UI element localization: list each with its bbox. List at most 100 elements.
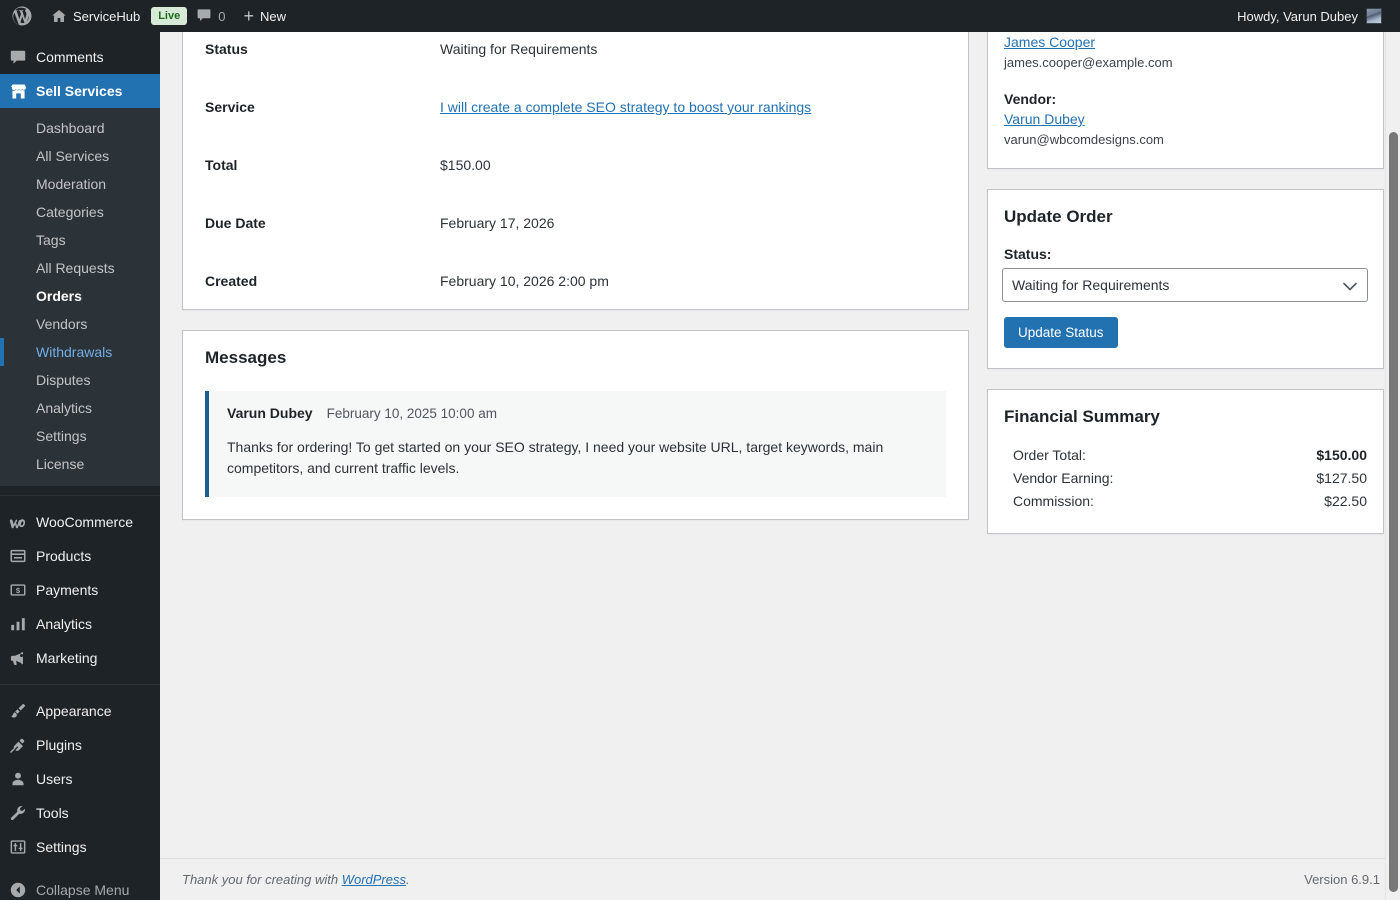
- sidebar-item-tags[interactable]: Tags: [36, 232, 66, 248]
- sidebar-item-analytics[interactable]: Analytics: [0, 607, 160, 641]
- sidebar-item-vendors[interactable]: Vendors: [36, 316, 88, 332]
- avatar: [1366, 8, 1382, 24]
- sidebar-item-moderation[interactable]: Moderation: [36, 176, 107, 192]
- admin-footer: Thank you for creating with WordPress. V…: [160, 858, 1400, 900]
- sidebar-group-woocommerce: WooCommerce Products $ Payments Analytics Mar…: [0, 505, 160, 675]
- sidebar-item-marketing[interactable]: Marketing: [0, 641, 160, 675]
- sidebar-item-sell-services[interactable]: Sell Services: [0, 74, 160, 108]
- vertical-scrollbar-thumb[interactable]: [1389, 132, 1398, 892]
- financial-row-label: Commission:: [1013, 493, 1094, 509]
- sidebar-item-all-requests[interactable]: All Requests: [36, 260, 115, 276]
- wrench-icon: [0, 804, 36, 822]
- customer-name-link[interactable]: James Cooper: [1004, 34, 1096, 50]
- sidebar-item-all-services[interactable]: All Services: [36, 148, 110, 164]
- customer-email: james.cooper@example.com: [1004, 55, 1173, 70]
- sidebar-item-label: Analytics: [36, 616, 93, 632]
- wordpress-logo-icon[interactable]: [0, 0, 42, 32]
- user-icon: [0, 770, 36, 788]
- order-detail-value: February 10, 2026 2:00 pm: [440, 273, 609, 289]
- woocommerce-icon: [0, 513, 36, 532]
- sidebar-item-label: Settings: [36, 839, 87, 855]
- site-name-menu[interactable]: ServiceHub: [42, 0, 149, 32]
- products-icon: [0, 547, 36, 565]
- status-select-wrap: Waiting for RequirementsIn ProgressDeliv…: [1002, 268, 1369, 302]
- live-badge: Live: [151, 7, 188, 25]
- message-body: Thanks for ordering! To get started on y…: [227, 439, 884, 476]
- new-content-menu[interactable]: + New: [234, 0, 295, 32]
- plus-icon: +: [243, 6, 254, 26]
- sidebar-item-settings[interactable]: Settings: [36, 428, 87, 444]
- sidebar-item-appearance[interactable]: Appearance: [0, 694, 160, 728]
- order-details-rows: Status Waiting for Requirements Service I w…: [205, 39, 946, 291]
- message-author: Varun Dubey: [227, 405, 313, 421]
- order-detail-value[interactable]: I will create a complete SEO strategy to…: [440, 97, 811, 117]
- order-detail-value: February 17, 2026: [440, 215, 555, 231]
- order-detail-value: Waiting for Requirements: [440, 41, 598, 57]
- update-status-button[interactable]: Update Status: [1004, 317, 1118, 348]
- menu-spacer: [0, 864, 160, 873]
- two-column-layout: Status Waiting for Requirements Service I w…: [182, 32, 1384, 534]
- sidebar-item-settings[interactable]: Settings: [0, 830, 160, 864]
- sidebar-item-users[interactable]: Users: [0, 762, 160, 796]
- footer-thanks-prefix: Thank you for creating with: [182, 872, 342, 887]
- sidebar-item-woocommerce[interactable]: WooCommerce: [0, 505, 160, 539]
- sidebar-item-comments[interactable]: Comments: [0, 40, 160, 74]
- payments-icon: $: [0, 581, 36, 599]
- admin-bar: ServiceHub Live 0 + New Howdy, Varun Dub…: [0, 0, 1400, 32]
- financial-rows: Order Total: $150.00 Vendor Earning: $127.5…: [1002, 444, 1369, 513]
- service-link[interactable]: I will create a complete SEO strategy to…: [440, 99, 812, 115]
- sidebar-item-disputes[interactable]: Disputes: [36, 372, 91, 388]
- vertical-scrollbar-track[interactable]: [1385, 32, 1400, 900]
- svg-text:$: $: [16, 586, 21, 595]
- financial-summary-title: Financial Summary: [1004, 407, 1160, 426]
- sidebar-item-categories[interactable]: Categories: [36, 204, 104, 220]
- sidebar-item-plugins[interactable]: Plugins: [0, 728, 160, 762]
- my-account-menu[interactable]: Howdy, Varun Dubey: [1229, 8, 1390, 24]
- order-detail-value: $150.00: [440, 157, 491, 173]
- message-header: Varun Dubey February 10, 2025 10:00 am: [227, 405, 928, 421]
- update-order-panel: Update Order Status: Waiting for Require…: [987, 189, 1384, 369]
- footer-thanks-suffix: .: [406, 872, 410, 887]
- financial-row-label: Vendor Earning:: [1013, 470, 1114, 486]
- order-detail-label: Status: [205, 41, 248, 57]
- sidebar-item-products[interactable]: Products: [0, 539, 160, 573]
- order-detail-label: Total: [205, 157, 238, 173]
- sidebar-item-license[interactable]: License: [36, 456, 85, 472]
- sidebar-item-payments[interactable]: $ Payments: [0, 573, 160, 607]
- financial-row-value: $127.50: [1316, 470, 1367, 486]
- order-detail-label: Created: [205, 273, 258, 289]
- order-detail-row: Status Waiting for Requirements: [205, 39, 946, 59]
- comments-menu[interactable]: 0: [187, 0, 234, 32]
- main-column: Status Waiting for Requirements Service I w…: [182, 32, 969, 520]
- vendor-email: varun@wbcomdesigns.com: [1004, 132, 1164, 147]
- page-icon: [0, 32, 18, 35]
- sidebar-item-label: Marketing: [36, 650, 98, 666]
- sidebar-item-analytics[interactable]: Analytics: [36, 400, 93, 416]
- sidebar-item-tools[interactable]: Tools: [0, 796, 160, 830]
- message-list: Varun Dubey February 10, 2025 10:00 am Tha…: [205, 391, 946, 497]
- content-area: Status Waiting for Requirements Service I w…: [160, 32, 1400, 900]
- order-detail-label: Due Date: [205, 215, 266, 231]
- home-icon: [51, 8, 67, 24]
- bar-chart-icon: [0, 615, 36, 633]
- message-item: Varun Dubey February 10, 2025 10:00 am Tha…: [205, 391, 946, 497]
- financial-row-label: Order Total:: [1013, 447, 1086, 463]
- message-date: February 10, 2025 10:00 am: [326, 406, 497, 421]
- messages-panel: Messages Varun Dubey February 10, 2025 10…: [182, 330, 969, 520]
- messages-title: Messages: [205, 348, 287, 367]
- status-select[interactable]: Waiting for RequirementsIn ProgressDeliv…: [1002, 268, 1368, 302]
- wordpress-link[interactable]: WordPress: [341, 872, 406, 887]
- sidebar-item-pages-clipped[interactable]: Pages: [0, 32, 160, 40]
- megaphone-icon: [0, 649, 36, 668]
- sidebar-item-orders[interactable]: Orders: [36, 288, 82, 304]
- sidebar-item-withdrawals[interactable]: Withdrawals: [0, 338, 160, 366]
- status-field-label: Status:: [1004, 246, 1052, 262]
- sidebar-item-collapse-menu[interactable]: Collapse Menu: [0, 873, 160, 900]
- sidebar-item-label: Comments: [36, 49, 104, 65]
- vendor-name-link[interactable]: Varun Dubey: [1004, 111, 1085, 127]
- sidebar-item-dashboard[interactable]: Dashboard: [36, 120, 105, 136]
- comment-bubble-icon: [196, 7, 212, 26]
- comments-count: 0: [218, 8, 226, 24]
- sidebar-item-label: Sell Services: [36, 83, 123, 99]
- sidebar-item-label: Users: [36, 771, 73, 787]
